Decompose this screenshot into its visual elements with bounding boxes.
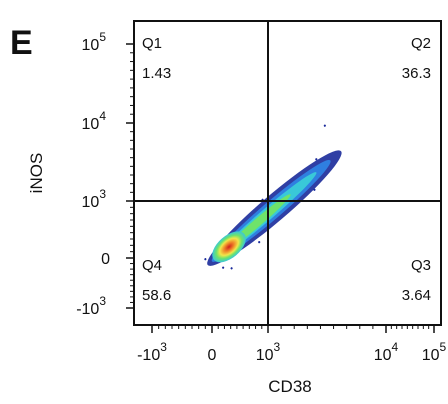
- plot-frame: [133, 20, 442, 326]
- y-tick-label: 103: [82, 187, 107, 211]
- x-tick-label: -103: [137, 340, 167, 364]
- outlier-event: [204, 258, 207, 261]
- y-tick-label: 104: [82, 109, 107, 133]
- x-axis: -103 0 103 104 105: [137, 325, 447, 364]
- outlier-event: [315, 158, 318, 161]
- y-axis-label: iNOS: [27, 153, 46, 194]
- quadrant-name: Q3: [411, 257, 431, 274]
- outlier-event: [230, 267, 233, 270]
- y-tick-label: 105: [82, 30, 107, 54]
- quadrant-name: Q1: [142, 35, 162, 52]
- outlier-event: [258, 241, 261, 244]
- x-tick-label: 105: [422, 340, 447, 364]
- density-hotspot: [212, 231, 246, 263]
- x-axis-label: CD38: [268, 377, 311, 396]
- quadrant-percent: 58.6: [142, 287, 171, 304]
- y-tick-label: -103: [76, 294, 106, 318]
- y-tick-label: 0: [101, 251, 110, 268]
- panel-label: E: [10, 24, 33, 62]
- x-tick-label: 103: [256, 340, 281, 364]
- outlier-event: [313, 188, 316, 191]
- quadrant-percent: 36.3: [402, 65, 431, 82]
- quadrant-percent: 3.64: [402, 287, 431, 304]
- quadrant-name: Q4: [142, 257, 162, 274]
- x-tick-label: 0: [208, 347, 217, 364]
- outlier-event: [323, 124, 326, 127]
- x-tick-label: 104: [374, 340, 399, 364]
- density-cluster: [204, 124, 342, 270]
- cell-population: [204, 124, 342, 270]
- outlier-event: [222, 266, 225, 269]
- quadrant-name: Q2: [411, 35, 431, 52]
- quadrant-percent: 1.43: [142, 65, 171, 82]
- y-axis: 105 104 103 0 -103: [76, 30, 134, 318]
